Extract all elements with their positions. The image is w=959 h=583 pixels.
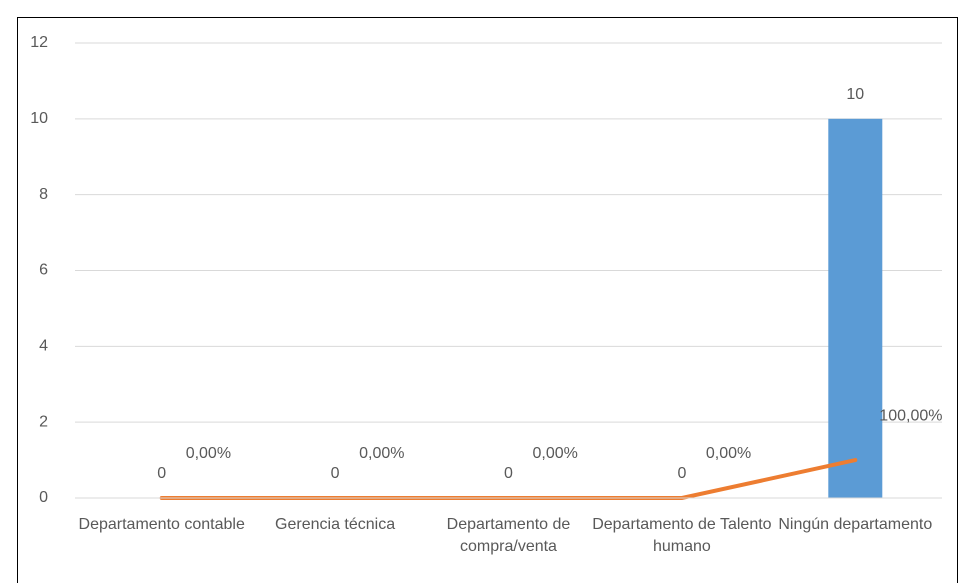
bar-value-label: 10 bbox=[846, 86, 864, 103]
line-value-label: 0,00% bbox=[706, 445, 751, 462]
x-tick-label: Departamento contable bbox=[78, 516, 245, 533]
y-tick-label: 10 bbox=[30, 110, 48, 127]
y-tick-label: 4 bbox=[39, 338, 48, 355]
bar-value-label: 0 bbox=[157, 465, 166, 482]
bar-value-label: 0 bbox=[331, 465, 340, 482]
y-tick-label: 6 bbox=[39, 262, 48, 279]
bar-value-label: 0 bbox=[677, 465, 686, 482]
bar-value-label: 0 bbox=[504, 465, 513, 482]
bar bbox=[828, 118, 883, 498]
line-value-label: 0,00% bbox=[186, 445, 231, 462]
x-tick-label: Departamento de compra/venta bbox=[446, 516, 571, 555]
x-tick-label: Ningún departamento bbox=[778, 516, 933, 533]
x-tick-label: Departamento de Talento humano bbox=[592, 516, 772, 555]
frame bbox=[17, 17, 958, 583]
x-tick-label: Gerencia técnica bbox=[275, 516, 396, 533]
line-value-label: 100,00% bbox=[879, 407, 942, 424]
y-tick-label: 12 bbox=[30, 34, 48, 51]
line-value-label: 0,00% bbox=[359, 445, 404, 462]
line-value-label: 0,00% bbox=[533, 445, 578, 462]
y-tick-label: 0 bbox=[39, 489, 48, 506]
y-tick-label: 8 bbox=[39, 186, 48, 203]
y-tick-label: 2 bbox=[39, 413, 48, 430]
